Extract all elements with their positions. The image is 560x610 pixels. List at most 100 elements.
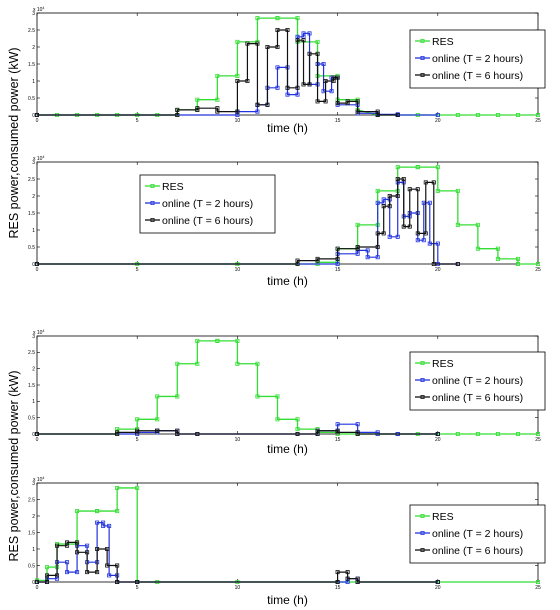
data-point [235,39,240,44]
data-point [275,394,280,399]
data-point [307,82,312,87]
data-point [215,73,220,78]
x-tick-label: 5 [136,437,139,443]
data-point [215,97,220,102]
data-point [285,92,290,97]
data-point [355,99,360,104]
legend-marker [150,183,155,188]
data-point [215,109,220,114]
data-point [195,97,200,102]
data-point [475,431,480,436]
data-point [75,540,80,545]
data-point [45,565,50,570]
data-point [45,580,50,585]
y-tick-label: 1.5 [28,211,35,217]
x-tick-label: 0 [36,585,39,591]
y-tick-label: 1.5 [28,530,35,536]
y-axis-label-top: RES power,consumed power (kW) [7,47,21,238]
chart-panel-2: 0 5 10 15 20 25 0 0.5 1 1.5 2 2.5 3x 104 time (h) RES o… [28,155,541,288]
data-point [115,430,120,435]
data-point [495,246,500,251]
x-tick-label: 20 [435,118,441,124]
data-point [335,570,340,575]
legend-marker [420,39,425,44]
data-point [115,563,120,568]
chart-panel-1: 0 5 10 15 20 25 0 0.5 1 1.5 2 2.5 3x 104 time (h) RES o… [28,6,546,135]
data-point [101,523,106,528]
data-point [536,113,541,118]
data-point [355,431,360,436]
data-point [375,255,380,260]
series-line [37,178,458,265]
series-line [37,430,438,435]
data-point [355,244,360,249]
x-tick-label: 25 [535,267,541,273]
data-point [455,431,460,436]
data-point [536,261,541,266]
data-point [415,238,420,243]
y-tick-label: 2 [32,514,35,520]
data-point [107,573,112,578]
series-line [37,29,398,116]
data-point [455,188,460,193]
data-point [175,113,180,118]
data-point [515,256,520,261]
data-point [315,39,320,44]
data-point [175,394,180,399]
data-point [323,99,328,104]
y-exponent-label: x 104 [33,6,44,13]
data-point [301,82,306,87]
data-point [155,417,160,422]
data-point [85,570,90,575]
x-tick-label: 5 [136,267,139,273]
data-point [135,485,140,490]
data-point [301,31,306,36]
data-point [295,431,300,436]
data-point [415,165,420,170]
data-point [195,361,200,366]
data-point [45,573,50,578]
data-point [415,231,420,236]
legend-label: online (T = 2 hours) [432,53,523,65]
data-point [335,246,340,251]
data-point [345,99,350,104]
data-point [455,222,460,227]
data-point [495,113,500,118]
y-tick-label: 1 [32,547,35,553]
data-point [315,428,320,433]
data-point [335,261,340,266]
chart-panel-3: 0 5 10 15 20 25 0 0.5 1 1.5 2 2.5 3x 104 time (h) RES o… [28,329,546,456]
legend-box [409,29,546,89]
data-point [115,580,120,585]
x-tick-label: 20 [435,267,441,273]
data-point [335,430,340,435]
data-point [331,75,336,80]
data-point [295,427,300,432]
data-point [415,187,420,192]
data-point [495,256,500,261]
legend-marker [420,548,425,553]
data-point [235,79,240,84]
data-point [95,547,100,552]
data-point [255,394,260,399]
data-point [435,165,440,170]
x-tick-label: 25 [535,585,541,591]
legend: RES online (T = 2 hours) online (T = 6 hou… [409,29,546,89]
data-point [215,338,220,343]
data-point [75,509,80,514]
y-exponent-label: x 104 [33,476,44,483]
data-point [195,338,200,343]
data-point [255,361,260,366]
data-point [423,180,428,185]
data-point [235,338,240,343]
data-point [235,361,240,366]
y-axis-label-bottom: RES power,consumed power (kW) [7,370,21,561]
data-point [427,241,432,246]
data-point [375,200,380,205]
legend-marker [420,56,425,61]
data-point [301,38,306,43]
data-point [255,109,260,114]
data-point [355,109,360,114]
data-point [395,113,400,118]
